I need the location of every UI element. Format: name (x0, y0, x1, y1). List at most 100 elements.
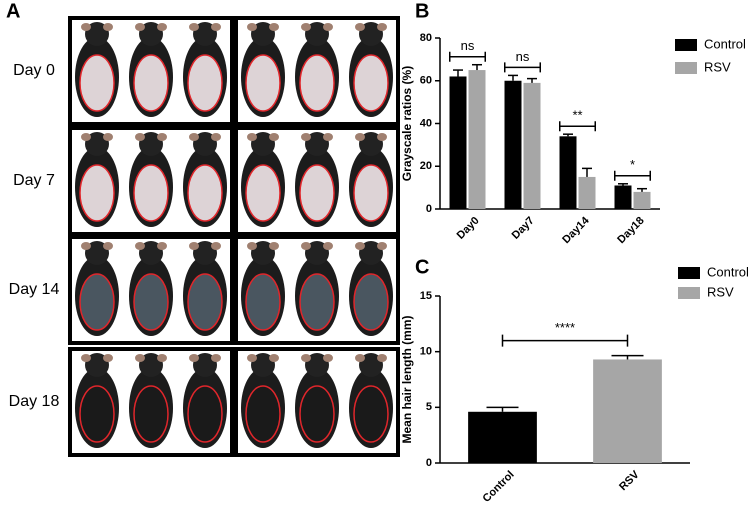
mouse-head (85, 241, 109, 265)
significance-bracket (501, 334, 629, 347)
mouse-ear (81, 23, 91, 31)
legend-label: Control (707, 264, 749, 279)
x-tick-label: Day18 (615, 215, 646, 246)
mouse-ear (157, 23, 167, 31)
x-tick-label: Control (481, 469, 517, 505)
shaved-area (187, 273, 223, 331)
mouse-ear (189, 354, 199, 362)
y-tick-label: 40 (420, 117, 432, 129)
y-tick-label: 0 (426, 457, 432, 469)
mouse-ear (301, 354, 311, 362)
legend-swatch (675, 39, 697, 51)
mouse-ear (211, 133, 221, 141)
shaved-area (245, 273, 281, 331)
mouse-ear (135, 354, 145, 362)
mouse-ear (269, 354, 279, 362)
row-label: Day 18 (9, 393, 60, 410)
row-label: Day 14 (9, 281, 60, 298)
x-tick-label: Day14 (560, 214, 592, 246)
mouse-ear (323, 354, 333, 362)
significance-label: * (630, 157, 635, 172)
mouse-ear (377, 242, 387, 250)
bar (559, 136, 577, 209)
y-tick-label: 20 (420, 160, 432, 172)
bar (578, 176, 596, 209)
mouse-ear (355, 354, 365, 362)
mouse-ear (269, 23, 279, 31)
bar (504, 80, 522, 209)
mouse-ear (355, 133, 365, 141)
mouse-ear (269, 133, 279, 141)
mouse-ear (81, 133, 91, 141)
y-tick-label: 10 (420, 346, 432, 358)
shaved-area (353, 273, 389, 331)
legend-swatch (678, 287, 700, 299)
significance-label: ** (572, 108, 582, 123)
bar (449, 76, 467, 209)
legend-label: RSV (704, 59, 731, 74)
mouse-head (139, 353, 163, 377)
mouse-ear (301, 133, 311, 141)
mouse-ear (135, 242, 145, 250)
mouse-ear (355, 242, 365, 250)
mouse-ear (211, 23, 221, 31)
mouse-head (193, 241, 217, 265)
bar (614, 185, 632, 209)
mouse-head (193, 353, 217, 377)
shaved-area (353, 164, 389, 222)
row-label: Day 7 (13, 172, 55, 189)
mouse-ear (81, 354, 91, 362)
error-bar (527, 77, 537, 83)
mouse-ear (189, 23, 199, 31)
mouse-head (305, 353, 329, 377)
mouse-head (85, 353, 109, 377)
panel-label: B (415, 0, 429, 22)
significance-label: ns (516, 49, 530, 64)
bar (523, 82, 541, 209)
row-label: Day 0 (13, 62, 55, 79)
mouse-head (251, 132, 275, 156)
mouse-head (359, 22, 383, 46)
shaved-area (187, 54, 223, 112)
mouse-ear (377, 354, 387, 362)
mouse-head (139, 132, 163, 156)
mouse-ear (377, 23, 387, 31)
significance-label: ns (461, 38, 475, 53)
legend-label: RSV (707, 284, 734, 299)
mouse-head (305, 132, 329, 156)
error-bar (563, 133, 573, 137)
mouse-ear (157, 242, 167, 250)
significance-label: **** (555, 320, 575, 335)
significance-bracket (614, 170, 651, 181)
mouse-ear (247, 242, 257, 250)
mouse-ear (247, 23, 257, 31)
mouse-ear (247, 133, 257, 141)
x-tick-label: Day7 (510, 215, 537, 242)
mouse-head (305, 241, 329, 265)
y-tick-label: 0 (426, 203, 432, 215)
bar (468, 70, 486, 209)
shaved-area (245, 164, 281, 222)
mouse-head (359, 132, 383, 156)
significance-bracket (449, 51, 486, 62)
mouse-head (359, 353, 383, 377)
shaved-area (245, 54, 281, 112)
shaved-area (187, 385, 223, 443)
shaved-area (299, 273, 335, 331)
mouse-ear (157, 354, 167, 362)
shaved-area (133, 385, 169, 443)
error-bar (582, 167, 592, 177)
mouse-ear (189, 133, 199, 141)
mouse-ear (211, 354, 221, 362)
bar (593, 359, 662, 463)
mouse-ear (323, 23, 333, 31)
shaved-area (133, 54, 169, 112)
shaved-area (79, 385, 115, 443)
mouse-ear (135, 23, 145, 31)
panel-label: C (415, 256, 429, 278)
mouse-ear (103, 133, 113, 141)
mouse-ear (323, 133, 333, 141)
shaved-area (245, 385, 281, 443)
